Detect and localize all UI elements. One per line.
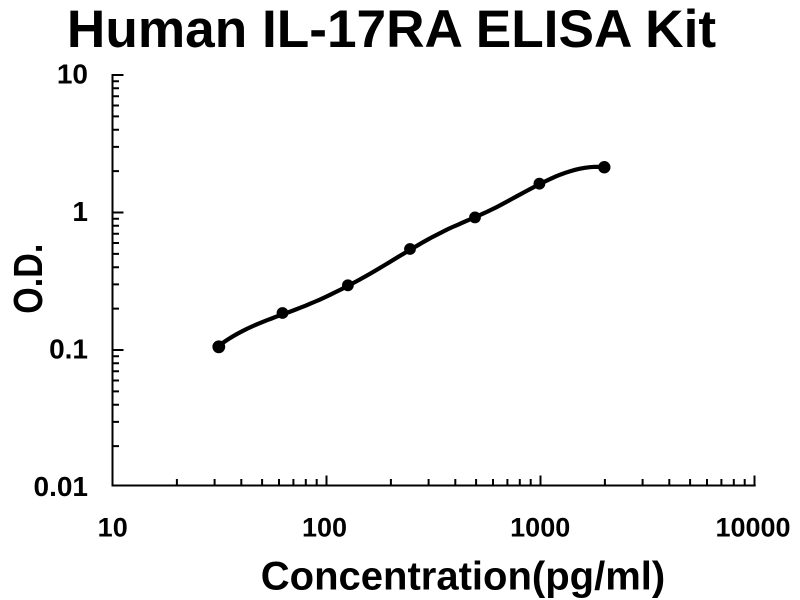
svg-text:0.01: 0.01 [34, 471, 89, 502]
svg-text:100: 100 [302, 512, 347, 542]
svg-text:Human IL-17RA ELISA Kit: Human IL-17RA ELISA Kit [67, 0, 716, 59]
svg-text:1000: 1000 [510, 512, 570, 542]
svg-text:O.D.: O.D. [5, 244, 51, 314]
svg-text:Concentration(pg/ml): Concentration(pg/ml) [261, 555, 665, 599]
svg-text:10: 10 [57, 59, 88, 90]
svg-text:10: 10 [98, 512, 128, 542]
svg-text:0.1: 0.1 [49, 334, 88, 365]
svg-text:10000: 10000 [715, 512, 790, 542]
svg-text:1: 1 [72, 196, 88, 227]
